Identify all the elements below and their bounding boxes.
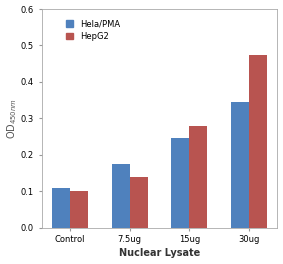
Bar [70,191,88,228]
Bar [52,187,70,228]
Bar [112,164,130,228]
Legend: Hela/PMA, HepG2: Hela/PMA, HepG2 [65,18,121,42]
Bar [130,177,148,228]
Bar [249,55,267,228]
Bar [171,138,189,228]
X-axis label: Nuclear Lysate: Nuclear Lysate [119,248,200,258]
Bar [231,102,249,228]
Bar [189,126,207,228]
Y-axis label: OD$_{450nm}$: OD$_{450nm}$ [6,98,19,139]
